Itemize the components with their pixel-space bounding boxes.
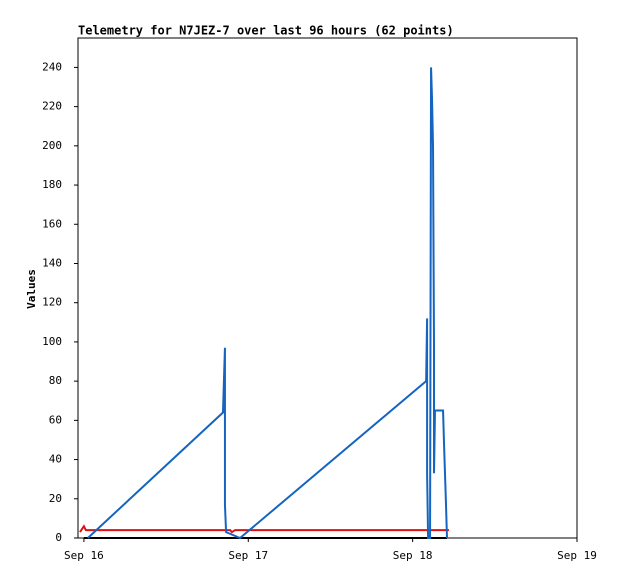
y-tick-label: 40 <box>49 453 62 466</box>
y-tick-label: 200 <box>42 139 62 152</box>
y-tick-label: 180 <box>42 178 62 191</box>
series-line <box>87 67 448 540</box>
series-line <box>79 524 449 534</box>
y-tick-label: 80 <box>49 374 62 387</box>
x-tick-label: Sep 16 <box>64 549 104 562</box>
y-tick-label: 100 <box>42 335 62 348</box>
y-tick-label: 160 <box>42 217 62 230</box>
y-tick-label: 140 <box>42 256 62 269</box>
y-tick-label: 60 <box>49 413 62 426</box>
x-tick-label: Sep 19 <box>557 549 597 562</box>
y-tick-label: 20 <box>49 492 62 505</box>
y-tick-label: 120 <box>42 296 62 309</box>
chart-title: Telemetry for N7JEZ-7 over last 96 hours… <box>78 24 454 38</box>
y-axis-label: Values <box>25 269 38 309</box>
y-tick-label: 0 <box>55 531 62 544</box>
x-tick-label: Sep 17 <box>228 549 268 562</box>
x-tick-label: Sep 18 <box>393 549 433 562</box>
y-tick-label: 240 <box>42 60 62 73</box>
plot-frame <box>77 37 578 539</box>
y-tick-label: 220 <box>42 100 62 113</box>
